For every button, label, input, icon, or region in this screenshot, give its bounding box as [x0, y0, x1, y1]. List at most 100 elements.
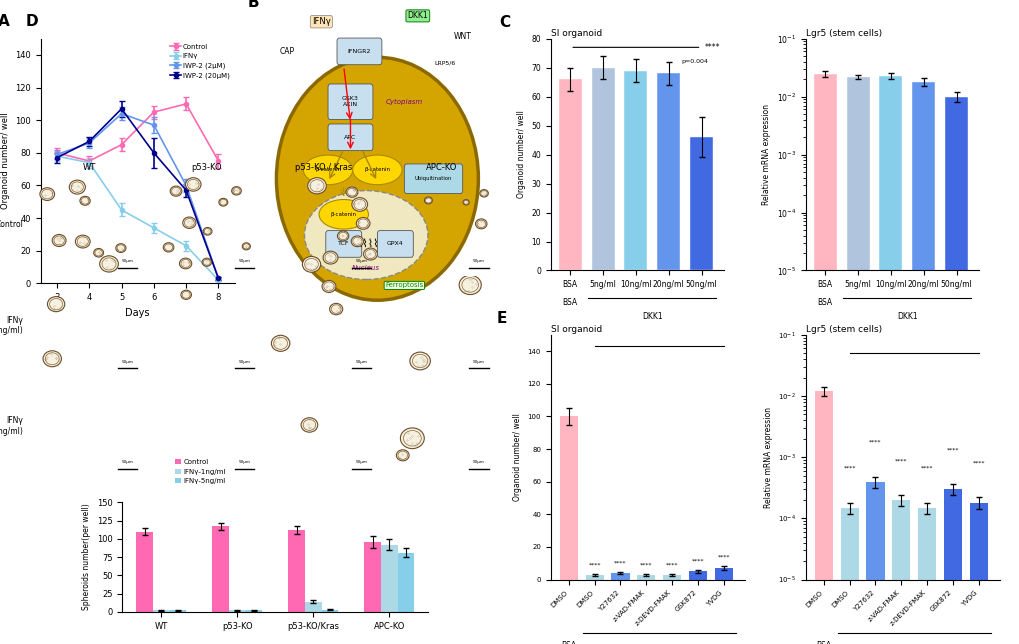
Text: ****: ****: [613, 560, 626, 565]
Circle shape: [40, 187, 54, 200]
Circle shape: [363, 248, 377, 260]
Bar: [690, 137, 712, 270]
Circle shape: [185, 178, 201, 191]
Circle shape: [182, 217, 196, 229]
Bar: [321, 610, 338, 612]
Bar: [662, 574, 681, 580]
Text: Ubiquitination: Ubiquitination: [415, 176, 451, 181]
Text: APC: APC: [344, 135, 357, 140]
Circle shape: [322, 280, 335, 292]
Text: Lgr5 (stem cells): Lgr5 (stem cells): [805, 29, 881, 38]
Y-axis label: Organoid number/ well: Organoid number/ well: [517, 111, 525, 198]
Circle shape: [271, 336, 289, 352]
Text: p=0.004: p=0.004: [681, 59, 708, 64]
Bar: [892, 500, 910, 644]
Bar: [714, 568, 733, 580]
FancyBboxPatch shape: [336, 38, 381, 65]
Y-axis label: Organoid number/ well: Organoid number/ well: [1, 113, 10, 209]
Text: BSA: BSA: [560, 641, 576, 644]
Text: 50μm: 50μm: [238, 259, 251, 263]
Text: ****: ****: [920, 466, 932, 471]
Ellipse shape: [303, 155, 353, 185]
Circle shape: [75, 235, 90, 248]
Text: A: A: [0, 14, 10, 30]
Circle shape: [48, 297, 65, 312]
Bar: [917, 507, 935, 644]
Ellipse shape: [305, 191, 428, 279]
Bar: [945, 97, 967, 644]
Text: Lgr5 (stem cells): Lgr5 (stem cells): [805, 325, 881, 334]
Ellipse shape: [319, 200, 368, 229]
Y-axis label: Relative mRNA expression: Relative mRNA expression: [761, 104, 770, 205]
Circle shape: [179, 258, 192, 269]
Circle shape: [345, 187, 358, 197]
Bar: [878, 75, 902, 644]
Bar: [969, 503, 987, 644]
Text: 50μm: 50μm: [473, 259, 485, 263]
Bar: [840, 507, 858, 644]
Circle shape: [79, 196, 90, 205]
Text: β-catenin: β-catenin: [315, 167, 340, 173]
Circle shape: [180, 290, 192, 299]
Circle shape: [308, 178, 326, 194]
Text: β-catenin: β-catenin: [330, 212, 357, 217]
Circle shape: [242, 243, 250, 250]
FancyBboxPatch shape: [325, 231, 362, 258]
Text: WT: WT: [83, 163, 96, 172]
Circle shape: [323, 251, 337, 264]
Text: SI organoid: SI organoid: [550, 325, 601, 334]
Bar: [558, 79, 581, 270]
Ellipse shape: [353, 155, 401, 185]
Bar: [846, 77, 868, 644]
FancyBboxPatch shape: [404, 164, 463, 194]
Text: DKK1: DKK1: [641, 312, 662, 321]
Bar: [637, 574, 655, 580]
Bar: [911, 82, 934, 644]
Circle shape: [301, 418, 318, 432]
Circle shape: [424, 197, 432, 204]
Circle shape: [202, 258, 211, 267]
Circle shape: [43, 351, 61, 366]
Circle shape: [219, 198, 227, 206]
Text: IFNγ: IFNγ: [312, 17, 330, 26]
Circle shape: [69, 180, 86, 194]
Bar: [212, 526, 229, 612]
Text: IFNγ
(1ng/ml): IFNγ (1ng/ml): [0, 316, 23, 335]
Legend: Control, IFNγ-1ng/ml, IFNγ-5ng/ml: Control, IFNγ-1ng/ml, IFNγ-5ng/ml: [171, 457, 228, 487]
Text: GSK3
AXIN: GSK3 AXIN: [341, 97, 359, 107]
Bar: [585, 574, 603, 580]
Circle shape: [329, 303, 342, 315]
Text: 50μm: 50μm: [121, 359, 133, 364]
Text: TCF: TCF: [337, 242, 350, 247]
Text: 50μm: 50μm: [356, 359, 368, 364]
Bar: [624, 71, 647, 270]
Text: 50μm: 50μm: [473, 359, 485, 364]
Text: Control: Control: [0, 220, 23, 229]
Circle shape: [94, 249, 104, 257]
Bar: [559, 417, 577, 580]
Text: 50μm: 50μm: [121, 460, 133, 464]
Text: ****: ****: [704, 43, 719, 52]
Text: GPX4: GPX4: [386, 242, 404, 247]
Circle shape: [459, 276, 481, 294]
Text: B: B: [247, 0, 259, 10]
Text: ****: ****: [972, 461, 984, 466]
Text: p53-KO: p53-KO: [191, 163, 222, 172]
Text: IFNGR2: IFNGR2: [347, 49, 371, 54]
Y-axis label: Spheroids number(per well): Spheroids number(per well): [83, 504, 92, 611]
Text: APC-KO: APC-KO: [425, 163, 457, 172]
Text: BSA: BSA: [817, 298, 832, 307]
Text: ****: ****: [868, 440, 880, 445]
Circle shape: [302, 256, 320, 272]
Circle shape: [351, 236, 363, 247]
Text: 50μm: 50μm: [121, 259, 133, 263]
Circle shape: [479, 189, 488, 197]
Circle shape: [116, 243, 125, 252]
Text: ****: ****: [691, 558, 704, 564]
Text: ****: ****: [717, 554, 730, 560]
Y-axis label: Organoid number/ well: Organoid number/ well: [513, 413, 522, 501]
Text: E: E: [496, 310, 506, 326]
Bar: [397, 553, 414, 612]
Text: ****: ****: [843, 466, 855, 471]
Circle shape: [400, 428, 424, 449]
